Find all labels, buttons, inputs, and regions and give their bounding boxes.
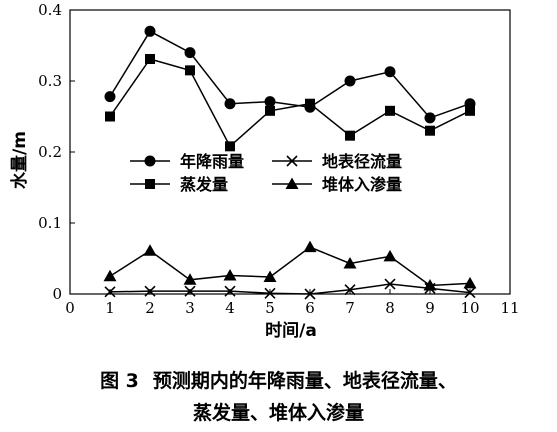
legend-label: 堆体入渗量 [322, 175, 402, 194]
x-tick-label: 0 [65, 299, 75, 317]
data-point [103, 269, 117, 282]
data-point [385, 105, 395, 116]
series-line [109, 283, 471, 295]
x-tick-label: 2 [145, 299, 155, 317]
x-marker-stroke [464, 287, 476, 299]
data-point [264, 287, 276, 299]
data-point [263, 270, 277, 282]
data-point [183, 273, 197, 285]
series-line [109, 30, 471, 119]
x-marker-stroke [144, 285, 156, 297]
legend-entry: 地表径流量 [272, 152, 402, 171]
x-tick-label: 1 [105, 299, 115, 317]
x-marker-stroke [304, 288, 316, 300]
y-tick-label: 0.1 [38, 214, 62, 232]
x-axis-label: 时间/a [265, 320, 317, 341]
data-point [343, 256, 357, 269]
data-point [224, 285, 236, 297]
data-point [305, 98, 315, 109]
legend-marker [145, 179, 155, 189]
plot-frame [69, 9, 511, 295]
caption-text-2: 蒸发量、堆体入渗量 [192, 402, 364, 424]
y-tick-label: 0.3 [38, 72, 62, 90]
data-point [225, 141, 235, 152]
x-tick-label: 11 [500, 299, 519, 317]
x-marker-stroke [264, 287, 276, 299]
x-tick-label: 9 [425, 299, 435, 317]
data-point [383, 249, 397, 262]
data-point [185, 65, 195, 76]
series-triangle [103, 240, 477, 291]
data-point [104, 91, 116, 103]
series-square [105, 53, 475, 152]
legend-label: 蒸发量 [180, 175, 228, 194]
y-axis-label: 水量/m [9, 131, 30, 189]
x-marker-stroke [286, 155, 298, 167]
x-marker-stroke [224, 285, 236, 297]
data-point [304, 288, 316, 300]
data-point [184, 285, 196, 297]
y-tick-label: 0 [52, 285, 62, 303]
caption-text-1: 预测期内的年降雨量、地表径流量、 [152, 370, 457, 392]
x-tick-label: 7 [345, 299, 355, 317]
data-point [425, 125, 435, 136]
y-tick-label: 0.2 [38, 143, 62, 161]
x-marker-stroke [384, 278, 396, 290]
figure-number: 图 3 [100, 370, 139, 392]
data-point [424, 112, 436, 124]
legend-entry: 堆体入渗量 [272, 175, 402, 194]
x-tick-label: 3 [185, 299, 195, 317]
figure-caption-line-2: 蒸发量、堆体入渗量 [0, 398, 557, 425]
data-point [465, 105, 475, 116]
data-point [303, 240, 317, 253]
data-point [344, 75, 356, 87]
series-layer [103, 25, 477, 300]
figure-caption-line-1: 图 3 预测期内的年降雨量、地表径流量、 [0, 366, 557, 393]
data-point [384, 278, 396, 290]
data-point [144, 285, 156, 297]
series-line [109, 246, 471, 287]
legend-entry: 蒸发量 [130, 175, 228, 194]
legend-marker [285, 177, 299, 189]
line-chart: 0 1 2 3 4 5 6 7 8 9 10 11 0 0.1 0.2 0.3 0.4 年降雨量 地表径流量蒸发量… [9, 1, 520, 341]
data-point [345, 130, 355, 141]
x-tick-label: 8 [385, 299, 395, 317]
data-point [423, 278, 437, 291]
y-tick-label: 0.4 [38, 1, 62, 19]
series-line [109, 58, 471, 148]
data-point [264, 96, 276, 108]
data-point [223, 269, 237, 281]
data-point [184, 47, 196, 59]
data-point [265, 105, 275, 116]
x-tick-label: 4 [225, 299, 235, 317]
x-marker-stroke [344, 284, 356, 296]
x-tick-label: 5 [265, 299, 275, 317]
legend-marker [286, 155, 298, 167]
data-point [224, 98, 236, 110]
series-circle [104, 25, 476, 124]
x-tick-label: 6 [305, 299, 315, 317]
data-point [384, 66, 396, 78]
x-tick-label: 10 [460, 299, 479, 317]
data-point [143, 244, 157, 256]
data-point [464, 287, 476, 299]
x-marker-stroke [104, 286, 116, 298]
data-point [104, 286, 116, 298]
data-point [463, 276, 477, 289]
data-point [144, 25, 156, 37]
data-point [105, 111, 115, 122]
data-point [145, 53, 155, 64]
legend-entry: 年降雨量 [130, 152, 244, 171]
legend-label: 地表径流量 [322, 152, 402, 171]
legend-label: 年降雨量 [180, 152, 244, 171]
data-point [344, 284, 356, 296]
series-x [104, 278, 476, 300]
legend-marker [144, 155, 156, 167]
x-marker-stroke [184, 285, 196, 297]
